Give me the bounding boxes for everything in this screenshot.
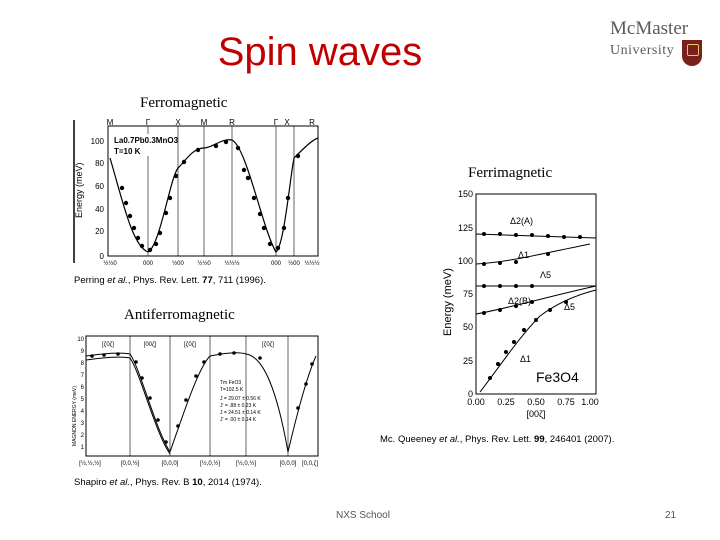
antiferro-xtick: [½,½,½] xyxy=(79,460,101,467)
ferri-xtick: 0.25 xyxy=(497,397,515,407)
ferri-xtick: 0.00 xyxy=(467,397,485,407)
ferro-top-tick: X xyxy=(284,118,290,127)
antiferro-xtick: [½,0,½] xyxy=(200,460,220,467)
ferro-top-tick: M xyxy=(107,118,114,127)
antiferro-xtick: [0,0,0] xyxy=(162,461,179,467)
ferro-bottom-tick: 000 xyxy=(143,261,154,267)
ferri-xtick: 0.50 xyxy=(527,397,545,407)
ferri-ytick: 50 xyxy=(463,322,473,332)
ferro-reference: Perring et al., Phys. Rev. Lett. 77, 711… xyxy=(74,275,266,286)
ferro-ytick: 100 xyxy=(91,137,105,146)
antiferro-top-label: [ζ0ζ] xyxy=(184,342,196,348)
ferro-bottom-tick: ½00 xyxy=(288,260,300,267)
ferrimagnetic-label: Ferrimagnetic xyxy=(468,165,553,181)
ferri-branch-label: Δ1 xyxy=(518,250,529,260)
ferri-xtick: 1.00 xyxy=(581,397,599,407)
antiferro-ytick: 7 xyxy=(81,373,85,379)
antiferromagnetic-figure: 10 9 8 7 6 5 4 3 2 1 MAGNON ENERGY (meV)… xyxy=(70,328,322,470)
ferro-top-tick: R xyxy=(229,118,235,127)
antiferro-ytick: 10 xyxy=(77,337,84,343)
antiferromagnetic-label: Antiferromagnetic xyxy=(124,307,235,323)
ferri-material: Fe3O4 xyxy=(536,369,579,385)
ferro-ytick: 80 xyxy=(95,159,104,168)
slide-title: Spin waves xyxy=(217,30,423,74)
ferro-data-points xyxy=(119,139,301,253)
antiferro-xtick: [0,0,ζ] xyxy=(302,461,318,467)
ferro-ytick: 60 xyxy=(95,182,104,191)
antiferro-xtick: [0,0,½] xyxy=(121,460,140,467)
ferro-dispersion-curve xyxy=(109,137,319,253)
ferro-ytick: 40 xyxy=(95,205,104,214)
antiferro-top-label: [ζ0ζ] xyxy=(262,342,274,348)
antiferro-top-label: [00ζ] xyxy=(144,342,157,348)
ferri-reference: Mc. Queeney et al., Phys. Rev. Lett. 99,… xyxy=(380,434,615,445)
antiferro-ylabel: MAGNON ENERGY (meV) xyxy=(72,386,78,446)
ferromagnetic-figure: M Γ X M R Γ X R 0 20 40 60 80 100 Energy… xyxy=(72,118,322,268)
antiferro-legend-line: J = 24.51 ± 0.14 K xyxy=(220,410,261,416)
ferro-bottom-tick: ½½½ xyxy=(224,260,239,267)
antiferro-ytick: 2 xyxy=(81,433,85,439)
ferromagnetic-label: Ferromagnetic xyxy=(140,95,228,111)
ferri-branch-label: Δ2(A) xyxy=(510,216,533,226)
antiferro-xtick: [½,0,½] xyxy=(236,460,256,467)
logo-line1: McMaster xyxy=(610,18,689,39)
antiferro-legend-line: J = 29.07 ± 0.56 K xyxy=(220,396,261,402)
ferrimagnetic-figure: 0 25 50 75 100 125 150 Energy (meV) 0.00… xyxy=(440,186,600,422)
ferri-ytick: 0 xyxy=(468,389,473,399)
ferri-ytick: 75 xyxy=(463,289,473,299)
ferro-ytick: 0 xyxy=(100,252,105,261)
antiferro-ytick: 9 xyxy=(81,349,85,355)
ferro-top-tick: X xyxy=(175,118,181,127)
ferro-bottom-tick: ½½½ xyxy=(304,260,319,267)
ferri-branch-label: Δ2(B) xyxy=(508,296,531,306)
ferro-top-tick: R xyxy=(309,118,315,127)
antiferro-legend-line: T=102.5 K xyxy=(220,387,244,393)
ferri-branch-label: Δ1 xyxy=(520,354,531,364)
ferri-data-points xyxy=(482,232,582,380)
antiferro-ytick: 1 xyxy=(81,445,85,451)
ferri-xtick: 0.75 xyxy=(557,397,575,407)
antiferro-legend-line: Tm FeO3 xyxy=(220,380,241,386)
ferro-inset-compound: La0.7Pb0.3MnO3 xyxy=(114,136,179,145)
ferro-bottom-tick: ½½0 xyxy=(197,260,211,267)
antiferro-reference: Shapiro et al., Phys. Rev. B 10, 2014 (1… xyxy=(74,477,262,488)
ferro-ytick: 20 xyxy=(95,227,104,236)
ferro-ylabel: Energy (meV) xyxy=(74,162,84,218)
antiferro-data-points xyxy=(90,351,314,444)
crest-icon xyxy=(682,40,702,66)
ferri-ylabel: Energy (meV) xyxy=(442,268,454,336)
ferri-ytick: 125 xyxy=(458,223,473,233)
antiferro-xtick: [0,0,0] xyxy=(280,461,297,467)
ferri-ytick: 100 xyxy=(458,256,473,266)
antiferro-ytick: 8 xyxy=(81,361,85,367)
antiferro-ytick: 4 xyxy=(81,409,85,415)
mcmaster-logo: McMaster University xyxy=(602,16,712,72)
ferri-branch-label: Δ5 xyxy=(564,302,575,312)
ferro-top-tick: Γ xyxy=(274,118,279,127)
antiferro-legend-line: J' = .00 ± 0.14 K xyxy=(220,417,257,423)
antiferro-legend-line: J' = .88 ± 0.23 K xyxy=(220,403,257,409)
ferri-ytick: 150 xyxy=(458,189,473,199)
antiferro-ytick: 3 xyxy=(81,421,85,427)
ferri-ytick: 25 xyxy=(463,356,473,366)
ferri-xlabel: [00ζ] xyxy=(527,409,546,419)
antiferro-top-label: [ζ0ζ] xyxy=(102,342,114,348)
ferri-branch-label: Λ5 xyxy=(540,270,551,280)
ferro-bottom-tick: ½½0 xyxy=(103,260,117,267)
ferro-bottom-tick: ½00 xyxy=(172,260,184,267)
footer-center: NXS School xyxy=(336,510,390,521)
ferro-top-tick: M xyxy=(201,118,208,127)
ferro-top-tick: Γ xyxy=(146,118,151,127)
antiferro-ytick: 6 xyxy=(81,385,85,391)
ferro-inset-temp: T=10 K xyxy=(114,147,141,156)
logo-line2: University xyxy=(610,43,675,58)
antiferro-ytick: 5 xyxy=(81,397,85,403)
page-number: 21 xyxy=(665,510,677,521)
ferro-bottom-tick: 000 xyxy=(271,261,282,267)
